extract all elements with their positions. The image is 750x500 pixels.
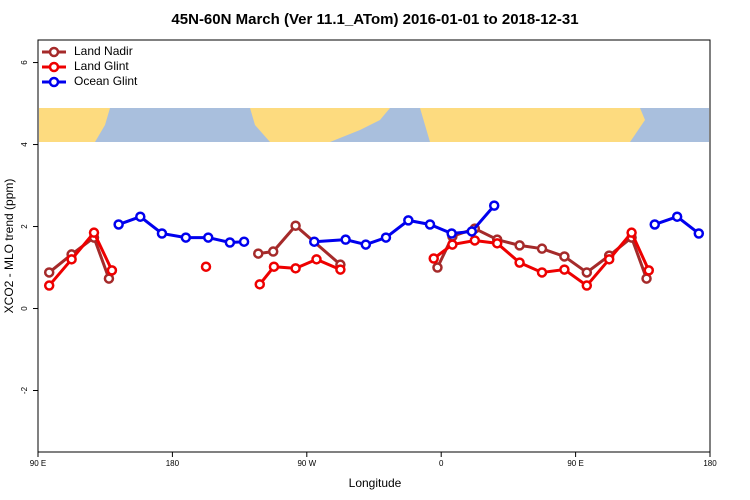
data-point bbox=[290, 263, 301, 274]
data-point bbox=[424, 219, 436, 230]
x-tick-label: 0 bbox=[439, 459, 444, 468]
data-point bbox=[446, 228, 457, 239]
data-point bbox=[43, 267, 55, 278]
data-point bbox=[559, 264, 570, 275]
data-point bbox=[290, 220, 301, 231]
data-point bbox=[643, 265, 655, 276]
data-point bbox=[626, 227, 637, 238]
data-point bbox=[254, 279, 266, 290]
x-tick-label: 90 E bbox=[567, 459, 583, 468]
data-point bbox=[514, 257, 525, 268]
data-point bbox=[469, 235, 481, 246]
y-tick-label: 2 bbox=[20, 224, 29, 229]
data-point bbox=[202, 232, 214, 243]
legend-label: Land Nadir bbox=[74, 44, 133, 58]
data-point bbox=[671, 211, 683, 222]
y-tick-label: -2 bbox=[20, 386, 29, 394]
data-point bbox=[200, 261, 212, 272]
data-point bbox=[641, 273, 652, 284]
data-point bbox=[693, 228, 705, 239]
data-point bbox=[403, 215, 414, 226]
data-point bbox=[106, 265, 118, 276]
data-point bbox=[380, 232, 392, 243]
x-axis-label: Longitude bbox=[349, 476, 402, 490]
data-point bbox=[466, 226, 478, 237]
data-point bbox=[335, 264, 346, 275]
data-point bbox=[267, 246, 279, 257]
data-point bbox=[43, 280, 55, 291]
data-point bbox=[432, 262, 443, 273]
y-tick-label: 0 bbox=[20, 306, 29, 311]
legend-marker bbox=[48, 46, 60, 58]
data-point bbox=[488, 200, 500, 211]
data-point bbox=[360, 239, 372, 250]
data-point bbox=[224, 237, 236, 248]
data-point bbox=[311, 254, 322, 265]
legend-label: Land Glint bbox=[74, 59, 129, 73]
data-point bbox=[253, 248, 264, 259]
y-axis-label: XCO2 - MLO trend (ppm) bbox=[2, 179, 16, 314]
data-point bbox=[135, 211, 146, 222]
legend-label: Ocean Glint bbox=[74, 74, 138, 88]
map-land bbox=[250, 108, 390, 142]
data-point bbox=[536, 267, 548, 278]
data-point bbox=[88, 227, 100, 238]
data-point bbox=[581, 267, 593, 278]
data-point bbox=[491, 238, 503, 249]
legend-marker bbox=[48, 76, 60, 88]
data-point bbox=[113, 219, 124, 230]
data-point bbox=[340, 234, 351, 245]
data-point bbox=[180, 232, 192, 243]
data-point bbox=[268, 261, 280, 272]
data-point bbox=[428, 253, 439, 264]
x-tick-label: 180 bbox=[703, 459, 717, 468]
chart-title: 45N-60N March (Ver 11.1_ATom) 2016-01-01… bbox=[171, 11, 578, 28]
data-point bbox=[447, 239, 458, 250]
map-band bbox=[39, 108, 709, 142]
y-tick-label: 6 bbox=[20, 60, 29, 65]
data-point bbox=[559, 251, 570, 262]
plot-frame bbox=[37, 39, 711, 453]
data-point bbox=[649, 219, 660, 230]
legend-marker bbox=[48, 61, 60, 73]
data-point bbox=[581, 280, 593, 291]
x-tick-label: 90 E bbox=[30, 459, 46, 468]
x-tick-label: 180 bbox=[166, 459, 180, 468]
data-point bbox=[514, 240, 525, 251]
x-tick-label: 90 W bbox=[297, 459, 316, 468]
data-point bbox=[309, 236, 320, 247]
map-land bbox=[420, 108, 645, 142]
y-tick-label: 4 bbox=[20, 142, 29, 147]
data-point bbox=[603, 254, 615, 265]
data-point bbox=[156, 228, 168, 239]
map-land bbox=[39, 108, 110, 142]
data-point bbox=[238, 236, 250, 247]
data-point bbox=[536, 243, 548, 254]
data-point bbox=[103, 273, 115, 284]
data-point bbox=[66, 254, 77, 265]
